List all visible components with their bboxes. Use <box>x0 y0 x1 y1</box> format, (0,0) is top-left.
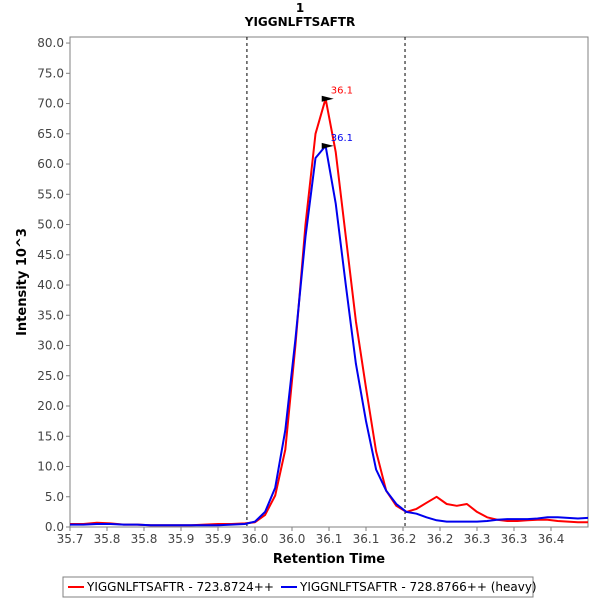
y-tick-label: 35.0 <box>37 308 64 322</box>
x-tick-label: 35.8 <box>131 532 158 546</box>
peak-label: 36.1 <box>331 133 353 144</box>
x-tick-label: 35.9 <box>168 532 195 546</box>
peak-marker-icon <box>321 142 334 149</box>
series-lines <box>70 97 589 527</box>
x-axis-label: Retention Time <box>273 552 385 567</box>
x-tick-label: 36.4 <box>538 532 565 546</box>
peak-label: 36.1 <box>331 86 353 97</box>
x-tick-label: 35.7 <box>57 532 84 546</box>
x-tick-label: 36.0 <box>279 532 306 546</box>
y-tick-label: 50.0 <box>37 218 64 232</box>
y-tick-label: 10.0 <box>37 460 64 474</box>
chart-title: 1 <box>296 1 304 15</box>
y-tick-label: 45.0 <box>37 248 64 262</box>
chart-subtitle: YIGGNLFTSAFTR <box>244 15 355 29</box>
x-tick-label: 36.1 <box>353 532 380 546</box>
y-tick-label: 60.0 <box>37 157 64 171</box>
peak-marker-icon <box>321 95 334 102</box>
y-tick-label: 0.0 <box>45 520 64 534</box>
legend-label-light: YIGGNLFTSAFTR - 723.8724++ <box>86 580 274 594</box>
y-tick-label: 80.0 <box>37 36 64 50</box>
x-tick-label: 36.0 <box>242 532 269 546</box>
x-tick-label: 36.2 <box>390 532 417 546</box>
y-tick-label: 5.0 <box>45 490 64 504</box>
plot-area <box>69 36 589 528</box>
y-axis-label: Intensity 10^3 <box>15 228 30 336</box>
series-line-heavy <box>70 144 589 527</box>
y-tick-label: 40.0 <box>37 278 64 292</box>
x-tick-label: 35.9 <box>205 532 232 546</box>
legend-label-heavy: YIGGNLFTSAFTR - 728.8766++ (heavy) <box>299 580 537 594</box>
x-tick-label: 36.3 <box>464 532 491 546</box>
x-tick-label: 35.8 <box>94 532 121 546</box>
y-tick-label: 70.0 <box>37 97 64 111</box>
legend: YIGGNLFTSAFTR - 723.8724++ YIGGNLFTSAFTR… <box>62 576 537 598</box>
integration-boundaries <box>246 37 406 527</box>
legend-box <box>62 576 534 598</box>
y-tick-label: 20.0 <box>37 399 64 413</box>
y-tick-label: 65.0 <box>37 127 64 141</box>
peak-markers: 36.1 36.1 <box>321 86 353 149</box>
x-tick-label: 36.2 <box>427 532 454 546</box>
y-axis: 0.0 5.0 10.0 15.0 20.0 25.0 30.0 35.0 40.0 45.0 50… <box>37 36 70 534</box>
x-tick-label: 36.3 <box>501 532 528 546</box>
y-tick-label: 55.0 <box>37 187 64 201</box>
y-tick-label: 75.0 <box>37 66 64 80</box>
x-tick-label: 36.1 <box>316 532 343 546</box>
x-axis: 35.7 35.8 35.8 35.9 35.9 36.0 36.0 36.1 36.1 36.2… <box>57 527 565 546</box>
y-tick-label: 30.0 <box>37 339 64 353</box>
y-tick-label: 15.0 <box>37 429 64 443</box>
y-tick-label: 25.0 <box>37 369 64 383</box>
